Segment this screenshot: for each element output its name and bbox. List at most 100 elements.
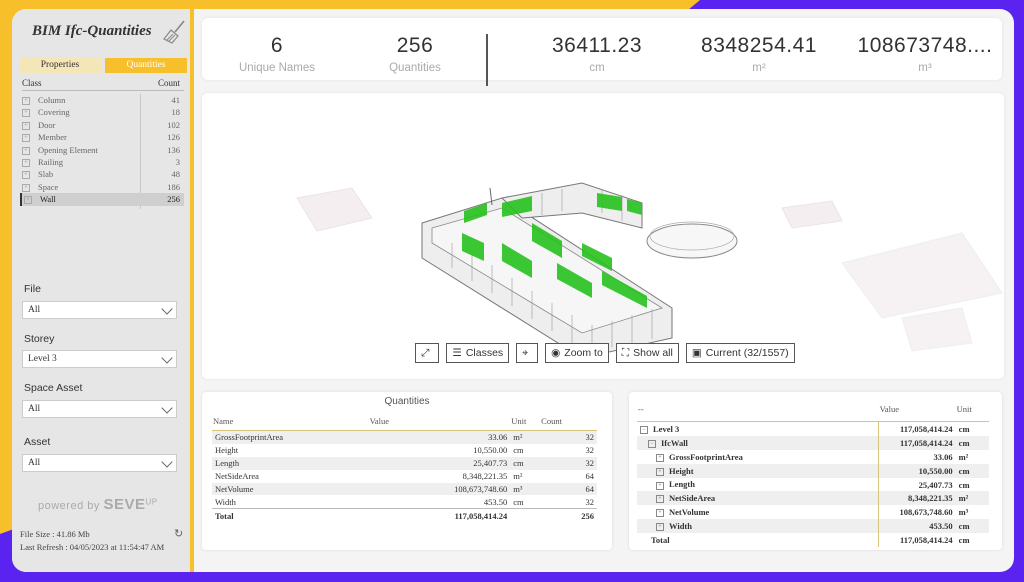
expand-icon[interactable]: + — [22, 158, 30, 167]
count-column-header[interactable]: Count — [157, 78, 180, 88]
space-asset-filter-dropdown[interactable]: All — [22, 400, 177, 418]
qt-cell-name: Length — [212, 456, 369, 470]
brand-name: SEVE — [103, 496, 146, 513]
list-icon: ☰ — [452, 347, 462, 359]
tab-quantities[interactable]: Quantities — [105, 58, 187, 73]
expand-icon[interactable]: + — [22, 171, 30, 180]
expand-icon[interactable]: + — [22, 146, 30, 155]
fullscreen-icon: ⛶ — [621, 347, 630, 359]
expand-icon[interactable]: + — [656, 495, 664, 504]
mt-header-unit[interactable]: Unit — [955, 397, 989, 422]
tab-properties[interactable]: Properties — [19, 58, 101, 73]
app-title: BIM Ifc-Quantities — [32, 23, 152, 39]
model-viewer[interactable]: ⤢ ☰ Classes ⌖ ◉ Zoom to ⛶ Show all ▣ Cur — [202, 93, 1004, 379]
building-model-3d — [296, 182, 1003, 359]
current-selection-button[interactable]: ▣ Current (32/1557) — [685, 343, 795, 363]
refresh-icon[interactable]: ↻ — [174, 528, 184, 540]
matrix-cell-value: 108,673,748.60 — [878, 505, 956, 520]
class-row-space[interactable]: + Space 186 — [20, 181, 184, 193]
qt-header-count[interactable]: Count — [540, 412, 597, 431]
target-button[interactable]: ⌖ — [516, 343, 539, 363]
qt-header-unit[interactable]: Unit — [510, 412, 541, 431]
viewer-toolbar: ⤢ ☰ Classes ⌖ ◉ Zoom to ⛶ Show all ▣ Cur — [415, 343, 795, 363]
expand-icon[interactable]: + — [656, 467, 664, 476]
file-filter-dropdown[interactable]: All — [22, 301, 177, 319]
class-count: 102 — [167, 119, 180, 130]
qt-cell-value: 453.50 — [483, 496, 508, 507]
class-row-covering[interactable]: + Covering 18 — [20, 106, 184, 118]
table-row[interactable]: Height 10,550.00 cm 32 — [212, 444, 597, 457]
matrix-row-header: + NetVolume — [637, 505, 879, 519]
classes-button-label: Classes — [465, 347, 504, 359]
class-row-railing[interactable]: + Railing 3 — [20, 156, 184, 168]
matrix-row[interactable]: − IfcWall 117,058,414.24 cm — [637, 435, 989, 450]
kpi-value: 256 — [396, 34, 434, 57]
table-row[interactable]: GrossFootprintArea 33.06 m² 32 — [212, 430, 597, 444]
table-row[interactable]: NetSideArea 8,348,221.35 m² 64 — [212, 470, 597, 483]
class-row-door[interactable]: + Door 102 — [20, 119, 184, 131]
matrix-row[interactable]: + NetVolume 108,673,748.60 m³ — [637, 505, 989, 520]
class-row-opening-element[interactable]: + Opening Element 136 — [20, 144, 184, 156]
matrix-row[interactable]: − Level 3 117,058,414.24 cm — [637, 421, 989, 436]
kpi-label: m³ — [918, 62, 932, 74]
class-name: Door — [38, 119, 56, 130]
qt-cell-name: Width — [215, 496, 236, 507]
table-row[interactable]: NetVolume 108,673,748.60 m³ 64 — [212, 482, 597, 496]
qt-header-name[interactable]: Name — [212, 412, 369, 431]
space-asset-filter-value: All — [28, 404, 41, 414]
qt-total-value: 117,058,414.24 — [368, 508, 511, 523]
show-all-button[interactable]: ⛶ Show all — [615, 343, 679, 363]
matrix-row[interactable]: + GrossFootprintArea 33.06 m² — [637, 449, 989, 464]
kpi-volume: 108673748.... m³ — [850, 34, 1000, 74]
expand-icon[interactable]: + — [656, 481, 664, 490]
broom-icon[interactable] — [162, 19, 188, 45]
qt-header-value[interactable]: Value — [368, 412, 511, 431]
collapse-icon[interactable]: − — [640, 425, 648, 434]
table-row[interactable]: Width 453.50 cm 32 — [212, 495, 597, 508]
matrix-row[interactable]: + NetSideArea 8,348,221.35 m² — [637, 491, 989, 506]
asset-filter-dropdown[interactable]: All — [22, 454, 177, 472]
qt-cell-unit: cm — [510, 456, 541, 470]
matrix-row[interactable]: + Length 25,407.73 cm — [637, 477, 989, 492]
class-count: 256 — [167, 194, 180, 205]
expand-icon[interactable]: + — [22, 121, 30, 130]
expand-icon[interactable]: + — [656, 523, 664, 532]
class-row-wall[interactable]: + Wall 256 — [20, 193, 184, 206]
expand-icon[interactable]: + — [656, 453, 664, 462]
matrix-row-header: + GrossFootprintArea — [637, 450, 879, 464]
matrix-panel: -- Value Unit − Level 3 117,058,414.24 cm − I… — [629, 392, 1002, 550]
storey-filter-dropdown[interactable]: Level 3 — [22, 350, 177, 368]
collapse-icon[interactable]: − — [648, 439, 656, 448]
fit-view-button[interactable]: ⤢ — [415, 343, 440, 363]
mt-header-row[interactable]: -- — [637, 397, 879, 422]
matrix-row-label: Height — [669, 465, 694, 476]
expand-icon[interactable]: + — [22, 97, 30, 105]
mt-header-value[interactable]: Value — [878, 397, 956, 422]
class-row-slab[interactable]: + Slab 48 — [20, 168, 184, 180]
expand-icon[interactable]: + — [24, 196, 32, 205]
space-asset-filter-label: Space Asset — [24, 382, 83, 394]
kpi-length: 36411.23 cm — [522, 34, 672, 74]
matrix-row[interactable]: + Width 453.50 cm — [637, 519, 989, 534]
chevron-down-icon — [161, 303, 173, 315]
class-row-member[interactable]: + Member 126 — [20, 131, 184, 143]
class-column-header[interactable]: Class — [22, 78, 42, 88]
matrix-total-label: Total — [651, 535, 670, 546]
file-size: File Size : 41.86 Mb — [20, 529, 90, 539]
qt-cell-count: 64 — [585, 471, 595, 482]
classes-button[interactable]: ☰ Classes — [446, 343, 510, 363]
expand-icon[interactable]: + — [22, 183, 30, 192]
qt-cell-name: GrossFootprintArea — [212, 430, 369, 444]
table-row[interactable]: Length 25,407.73 cm 32 — [212, 456, 597, 470]
class-count: 48 — [171, 169, 181, 180]
matrix-cell-unit: m² — [958, 451, 969, 462]
expand-icon[interactable]: + — [22, 109, 30, 118]
matrix-row[interactable]: + Height 10,550.00 cm — [637, 463, 989, 478]
matrix-cell-value: 25,407.73 — [878, 477, 956, 492]
powered-by-text: powered by — [38, 500, 100, 512]
zoom-to-button[interactable]: ◉ Zoom to — [545, 343, 609, 363]
expand-icon[interactable]: + — [22, 134, 30, 143]
class-name: Member — [38, 132, 67, 143]
expand-icon[interactable]: + — [656, 509, 664, 518]
class-row-column[interactable]: + Column 41 — [20, 94, 184, 106]
